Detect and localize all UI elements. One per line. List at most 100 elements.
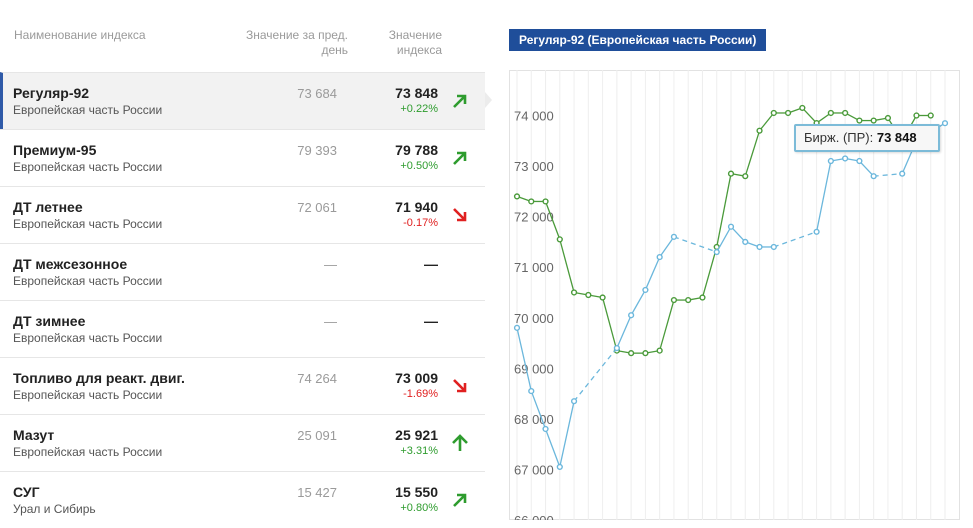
series-segment xyxy=(601,297,618,351)
index-name: Регуляр-92 xyxy=(13,85,90,101)
data-point xyxy=(628,312,635,319)
data-point xyxy=(642,350,649,357)
table-row[interactable]: Премиум-95 Европейская часть России 79 393… xyxy=(0,129,485,186)
data-point xyxy=(727,170,735,177)
table-row[interactable]: СУГ Урал и Сибирь 15 427 15 550 +0.80% xyxy=(0,471,485,528)
data-point xyxy=(799,104,806,112)
header-current: Значение индекса xyxy=(388,28,442,57)
index-name: Топливо для реакт. двиг. xyxy=(13,370,185,386)
current-value: 79 788 xyxy=(395,142,438,158)
data-point xyxy=(742,238,749,246)
index-region: Европейская часть России xyxy=(13,331,163,345)
data-point xyxy=(770,243,777,251)
prev-value: 25 091 xyxy=(297,428,337,443)
series-segment xyxy=(730,226,746,243)
series-segment xyxy=(701,246,718,298)
data-point xyxy=(813,228,820,235)
series-segment xyxy=(673,236,717,253)
series-segment xyxy=(759,112,775,132)
change-percent: +0.22% xyxy=(400,103,438,115)
data-point xyxy=(556,463,563,471)
series-segment xyxy=(616,314,632,349)
data-point xyxy=(613,344,620,352)
current-value: — xyxy=(424,256,438,272)
table-row[interactable]: ДТ зимнее Европейская часть России — — xyxy=(0,300,485,357)
data-point xyxy=(670,233,678,240)
index-table: Наименование индекса Значение за пред. д… xyxy=(0,0,485,520)
series-segment xyxy=(559,239,575,293)
prev-value: 15 427 xyxy=(297,485,337,500)
data-point xyxy=(827,157,834,165)
index-name: ДТ межсезонное xyxy=(13,256,128,272)
chart-tooltip: Бирж. (ПР): 73 848 xyxy=(794,124,940,152)
prev-value: 74 264 xyxy=(297,371,337,386)
prev-value: — xyxy=(324,257,337,272)
arrow-up-right-icon xyxy=(453,151,467,165)
table-row[interactable]: Регуляр-92 Европейская часть России 73 684… xyxy=(0,72,485,129)
data-point xyxy=(913,112,920,119)
data-point xyxy=(513,193,521,200)
data-point xyxy=(585,291,592,299)
table-row[interactable]: ДТ межсезонное Европейская часть России — — xyxy=(0,243,485,300)
index-region: Европейская часть России xyxy=(13,103,163,117)
index-name: СУГ xyxy=(13,484,40,500)
current-value: — xyxy=(424,313,438,329)
data-point xyxy=(628,350,635,357)
y-tick-label: 69 000 xyxy=(514,361,554,376)
series-segment xyxy=(659,236,675,258)
index-name: ДТ летнее xyxy=(13,199,83,215)
data-point xyxy=(842,155,849,162)
arrow-down-right-icon xyxy=(453,208,467,222)
series-segment xyxy=(544,201,561,240)
series-segment xyxy=(559,401,575,468)
current-value: 71 940 xyxy=(395,199,438,215)
arrow-up-right-icon xyxy=(453,94,467,108)
data-point xyxy=(713,248,720,256)
arrow-up-icon xyxy=(452,434,468,451)
index-region: Европейская часть России xyxy=(13,388,163,402)
series-segment xyxy=(716,173,732,248)
y-tick-label: 73 000 xyxy=(514,159,554,174)
y-tick-label: 66 000 xyxy=(514,513,554,520)
current-value: 73 009 xyxy=(395,370,438,386)
y-tick-label: 71 000 xyxy=(514,260,554,275)
data-point xyxy=(656,253,663,261)
data-point xyxy=(528,387,535,395)
chart-title: Регуляр-92 (Европейская часть России) xyxy=(509,29,767,51)
data-point xyxy=(756,243,763,251)
data-point xyxy=(784,109,792,117)
index-name: Премиум-95 xyxy=(13,142,97,158)
index-region: Европейская часть России xyxy=(13,217,163,231)
table-row[interactable]: Топливо для реакт. двиг. Европейская част… xyxy=(0,357,485,414)
data-point xyxy=(842,109,849,117)
selection-pointer xyxy=(485,92,492,108)
index-name: Мазут xyxy=(13,427,55,443)
series-segment xyxy=(644,256,661,291)
index-region: Европейская часть России xyxy=(13,445,163,459)
data-point xyxy=(941,120,949,127)
data-point xyxy=(927,112,934,119)
header-name: Наименование индекса xyxy=(14,28,146,42)
table-row[interactable]: ДТ летнее Европейская часть России 72 061 7… xyxy=(0,186,485,243)
series-segment xyxy=(815,160,832,232)
index-region: Европейская часть России xyxy=(13,160,163,174)
table-row[interactable]: Мазут Европейская часть России 25 091 25 92… xyxy=(0,414,485,471)
current-value: 73 848 xyxy=(395,85,438,101)
data-point xyxy=(727,223,735,230)
price-chart[interactable]: 66 000 67 000 68 000 69 000 70 000 71 000 72 0… xyxy=(509,70,960,520)
data-point xyxy=(899,170,906,177)
data-point xyxy=(670,296,678,304)
change-percent: +3.31% xyxy=(400,445,438,457)
data-point xyxy=(756,127,763,134)
change-percent: -1.69% xyxy=(403,388,438,400)
data-point xyxy=(699,294,706,301)
data-point xyxy=(656,347,663,354)
series-segment xyxy=(659,299,675,351)
data-point xyxy=(542,198,549,205)
data-point xyxy=(870,117,877,124)
data-point xyxy=(570,289,578,296)
series-segment xyxy=(530,390,547,430)
prev-value: — xyxy=(324,314,337,329)
series-segment xyxy=(858,160,875,177)
tooltip-label: Бирж. (ПР): xyxy=(804,130,874,145)
